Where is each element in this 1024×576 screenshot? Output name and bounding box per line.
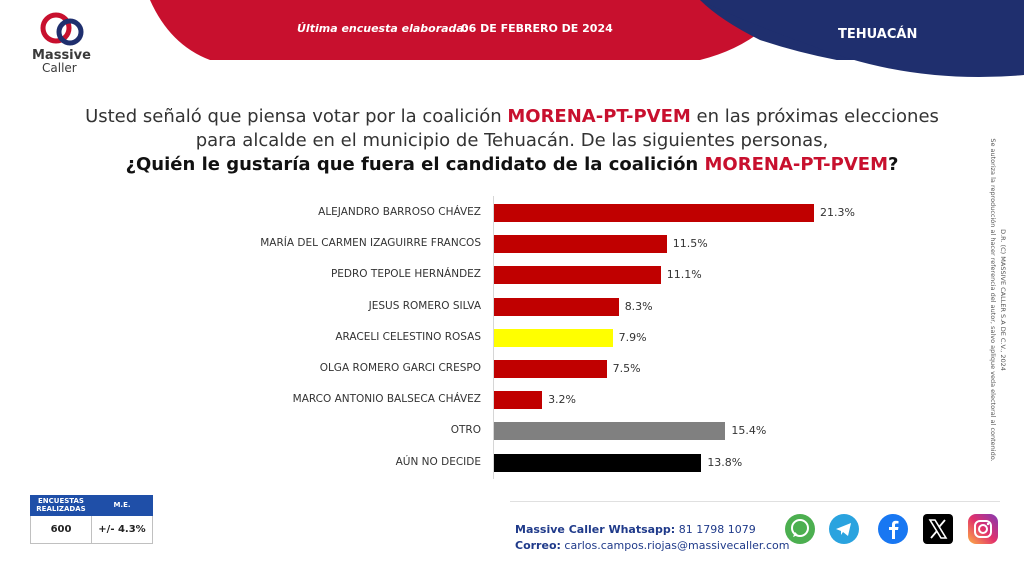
margin-error-value: +/- 4.3% xyxy=(91,515,153,545)
question-line-2: para alcalde en el municipio de Tehuacán… xyxy=(195,130,829,151)
facebook-icon[interactable] xyxy=(877,513,909,545)
survey-date-label: Última encuesta elaborada: xyxy=(297,22,469,35)
category-label: AÚN NO DECIDE xyxy=(395,455,481,468)
survey-stats-table: ENCUESTAS REALIZADAS M.E. 600 +/- 4.3% xyxy=(30,494,153,545)
value-label: 11.5% xyxy=(672,237,708,251)
value-label: 13.8% xyxy=(707,455,743,469)
bar xyxy=(494,266,661,285)
bar xyxy=(494,360,607,378)
category-label: MARCO ANTONIO BALSECA CHÁVEZ xyxy=(292,393,481,406)
chart-axis xyxy=(493,196,494,479)
category-label: ALEJANDRO BARROSO CHÁVEZ xyxy=(318,206,481,218)
surveys-header: ENCUESTAS REALIZADAS xyxy=(30,494,92,517)
margin-error-header: M.E. xyxy=(91,494,153,517)
category-label: OLGA ROMERO GARCI CRESPO xyxy=(319,362,481,374)
value-label: 11.1% xyxy=(666,268,702,282)
legal-notice: D.R. (C) MASSIVE CALLER S.A DE C.V., 202… xyxy=(982,120,1012,480)
bar xyxy=(494,391,543,410)
bar xyxy=(494,235,667,254)
whatsapp-icon[interactable] xyxy=(784,513,816,545)
value-label: 21.3% xyxy=(820,206,855,219)
value-label: 8.3% xyxy=(624,299,653,313)
question-line-3: ¿Quién le gustaría que fuera el candidat… xyxy=(125,154,899,175)
whatsapp-contact: Massive Caller Whatsapp: 81 1798 1079 xyxy=(515,523,756,536)
category-label: MARÍA DEL CARMEN IZAGUIRRE FRANCOS xyxy=(260,237,481,250)
email-contact: Correo: carlos.campos.riojas@massivecall… xyxy=(515,539,790,552)
x-icon[interactable] xyxy=(922,513,954,545)
survey-date: 06 DE FEBRERO DE 2024 xyxy=(461,22,613,35)
bar xyxy=(494,422,726,441)
surveys-value: 600 xyxy=(30,515,92,545)
instagram-icon[interactable] xyxy=(967,513,999,545)
category-label: PEDRO TEPOLE HERNÁNDEZ xyxy=(330,268,481,281)
value-label: 7.9% xyxy=(618,330,647,344)
logo-text-massive: Massive xyxy=(32,48,91,63)
legal-line-2: Se autoriza la reproducción al hacer ref… xyxy=(988,138,997,462)
massive-caller-logo: Massive Caller xyxy=(30,10,100,80)
legal-line-1: D.R. (C) MASSIVE CALLER S.A DE C.V., 202… xyxy=(999,229,1007,371)
category-label: JESUS ROMERO SILVA xyxy=(368,299,481,312)
telegram-icon[interactable] xyxy=(828,513,860,545)
footer-divider xyxy=(510,501,1000,502)
header-banner-blue xyxy=(700,0,1024,77)
category-label: ARACELI CELESTINO ROSAS xyxy=(335,330,481,343)
city-name: TEHUACÁN xyxy=(838,27,918,42)
logo-text-caller: Caller xyxy=(42,61,77,75)
question-line-1: Usted señaló que piensa votar por la coa… xyxy=(85,106,939,127)
value-label: 7.5% xyxy=(612,362,641,375)
logo-mark-icon xyxy=(40,12,84,46)
category-label: OTRO xyxy=(450,424,481,437)
bar xyxy=(494,297,619,316)
bar xyxy=(494,453,702,472)
bar xyxy=(494,328,613,347)
value-label: 3.2% xyxy=(548,393,577,407)
value-label: 15.4% xyxy=(731,424,767,438)
bar xyxy=(494,204,814,222)
